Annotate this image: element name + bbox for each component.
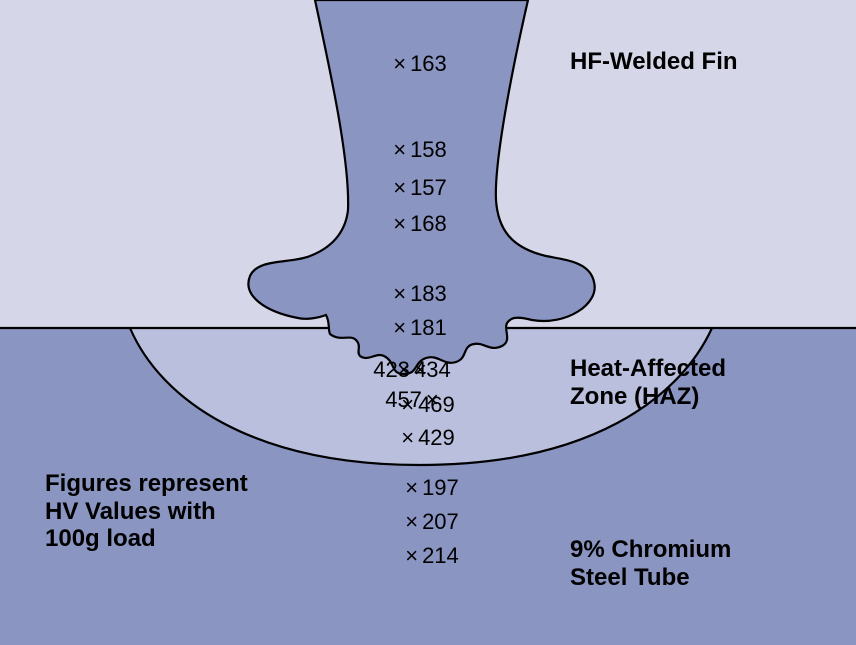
hv-value: 183 [410, 281, 447, 307]
hv-value: 168 [410, 211, 447, 237]
label-tube: 9% Chromium Steel Tube [570, 536, 731, 591]
hv-value: 163 [410, 51, 447, 77]
x-marker-icon: × [393, 51, 406, 77]
hv-value: 158 [410, 137, 447, 163]
diagram-stage: HF-Welded Fin Heat-Affected Zone (HAZ) F… [0, 0, 856, 645]
hv-value: 469 [418, 392, 455, 418]
x-marker-icon: × [401, 425, 414, 451]
x-marker-icon: × [393, 315, 406, 341]
x-marker-icon: × [405, 509, 418, 535]
hv-value: 434 [414, 357, 451, 383]
label-haz: Heat-Affected Zone (HAZ) [570, 355, 726, 410]
hv-point: ×157 [393, 175, 447, 201]
label-fin: HF-Welded Fin [570, 48, 738, 76]
hv-point: ×469 [401, 392, 455, 418]
x-marker-icon: × [401, 392, 414, 418]
hv-point: ×168 [393, 211, 447, 237]
hv-point: ×434 [397, 357, 451, 383]
hv-value: 429 [418, 425, 455, 451]
x-marker-icon: × [397, 357, 410, 383]
hv-point: ×197 [405, 475, 459, 501]
hv-point: ×181 [393, 315, 447, 341]
x-marker-icon: × [393, 175, 406, 201]
hv-value: 214 [422, 543, 459, 569]
x-marker-icon: × [393, 137, 406, 163]
label-note: Figures represent HV Values with 100g lo… [45, 470, 248, 553]
hv-value: 207 [422, 509, 459, 535]
hv-point: ×429 [401, 425, 455, 451]
x-marker-icon: × [393, 211, 406, 237]
hv-point: ×158 [393, 137, 447, 163]
hv-point: ×214 [405, 543, 459, 569]
hv-value: 157 [410, 175, 447, 201]
hv-point: ×183 [393, 281, 447, 307]
x-marker-icon: × [405, 543, 418, 569]
hv-value: 197 [422, 475, 459, 501]
x-marker-icon: × [405, 475, 418, 501]
hv-value: 181 [410, 315, 447, 341]
x-marker-icon: × [393, 281, 406, 307]
hv-point: ×207 [405, 509, 459, 535]
hv-point: ×163 [393, 51, 447, 77]
